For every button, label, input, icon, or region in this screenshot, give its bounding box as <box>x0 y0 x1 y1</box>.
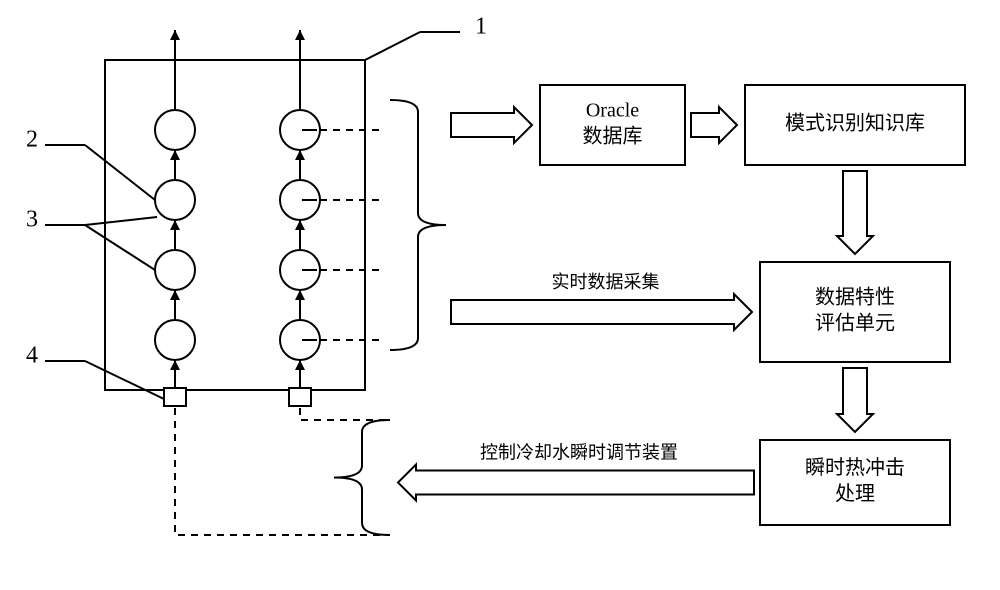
callout-1: 1 <box>475 14 487 40</box>
coolant-inlet <box>164 388 186 406</box>
plain-sensor-circle <box>155 250 195 290</box>
data-eval-box-label: 评估单元 <box>815 312 895 335</box>
callout-3: 3 <box>26 207 38 233</box>
plain-sensor-circle <box>155 110 195 150</box>
coolant-inlet <box>289 388 311 406</box>
block-arrow <box>398 465 754 501</box>
plain-sensor-circle <box>155 320 195 360</box>
thermal-shock-box-label: 处理 <box>835 482 875 505</box>
callout-4: 4 <box>26 343 38 369</box>
data-eval-box-label: 数据特性 <box>815 286 895 309</box>
block-arrow <box>451 107 532 143</box>
block-arrow <box>837 368 873 432</box>
control-line <box>300 408 390 420</box>
block-arrow <box>451 294 752 330</box>
block-arrow <box>837 171 873 254</box>
plain-sensor-circle <box>155 180 195 220</box>
diagram-canvas: 1 2 3 4 Oracle 数据库 模式识别知识库数据特性评估单元瞬时热冲击处理 实时数据采… <box>0 0 1000 590</box>
thermal-shock-box-label: 瞬时热冲击 <box>805 456 905 479</box>
oracle-db-box-label: 数据库 <box>583 125 643 148</box>
realtime-label: 实时数据采集 <box>552 272 660 292</box>
control-label: 控制冷却水瞬时调节装置 <box>480 443 678 463</box>
oracle-db-box-label: Oracle <box>586 100 639 122</box>
brace <box>334 420 390 535</box>
control-line <box>175 408 390 535</box>
brace <box>390 100 446 350</box>
pattern-kb-box-label: 模式识别知识库 <box>785 112 925 135</box>
callout-2: 2 <box>26 127 38 153</box>
block-arrow <box>691 107 737 143</box>
